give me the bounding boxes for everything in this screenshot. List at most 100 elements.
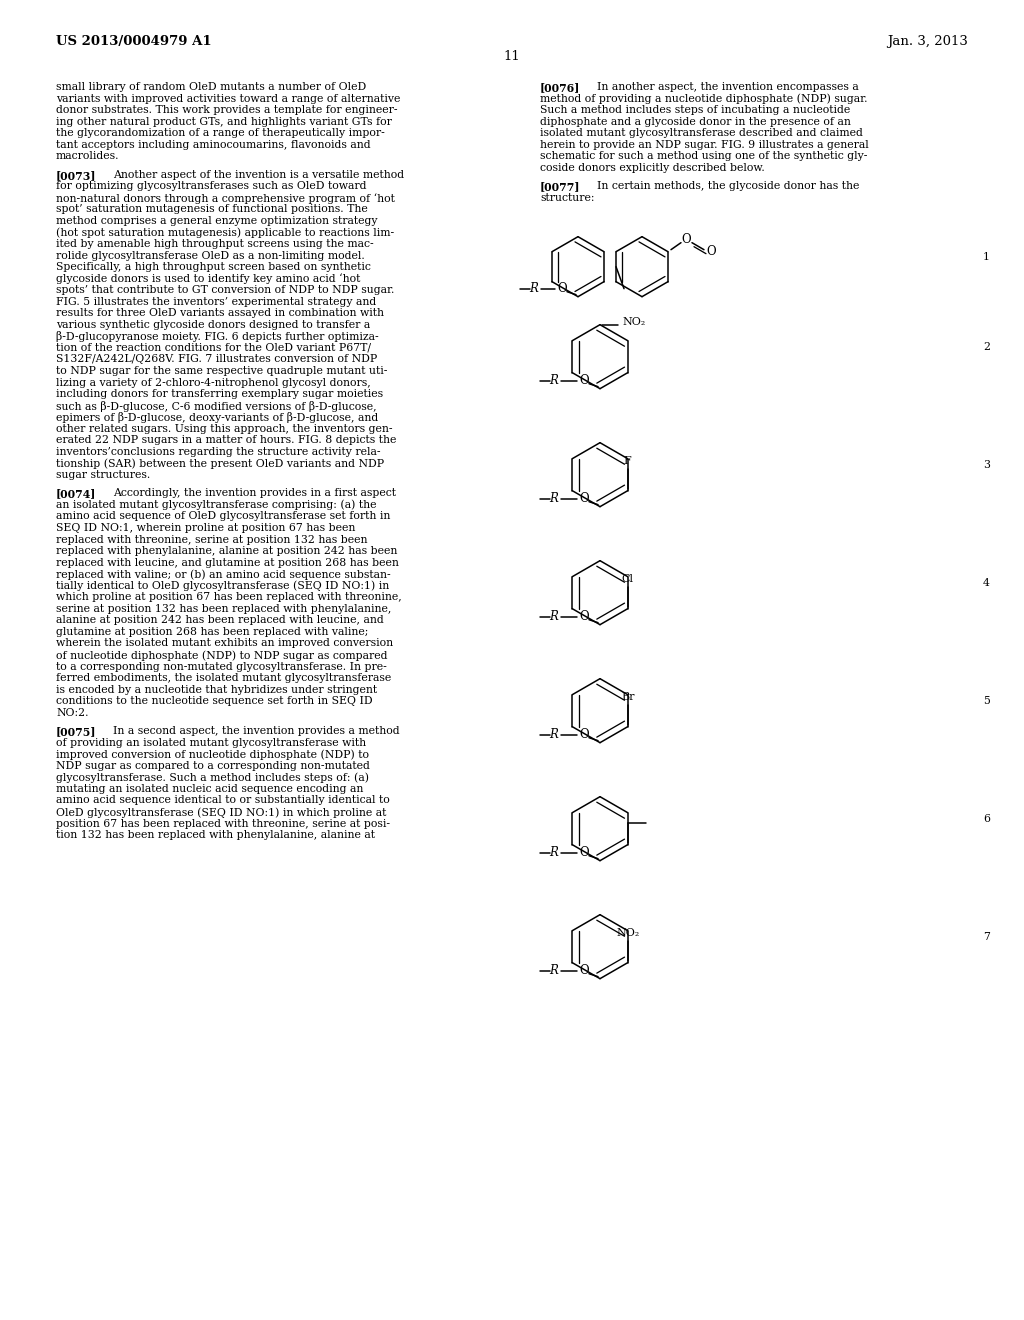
Text: Br: Br (621, 692, 635, 702)
Text: Cl: Cl (622, 574, 634, 583)
Text: is encoded by a nucleotide that hybridizes under stringent: is encoded by a nucleotide that hybridiz… (56, 685, 377, 694)
Text: (hot spot saturation mutagenesis) applicable to reactions lim-: (hot spot saturation mutagenesis) applic… (56, 227, 394, 238)
Text: replaced with valine; or (b) an amino acid sequence substan-: replaced with valine; or (b) an amino ac… (56, 569, 390, 579)
Text: diphosphate and a glycoside donor in the presence of an: diphosphate and a glycoside donor in the… (540, 116, 851, 127)
Text: O: O (580, 610, 589, 623)
Text: position 67 has been replaced with threonine, serine at posi-: position 67 has been replaced with threo… (56, 818, 390, 829)
Text: Specifically, a high throughput screen based on synthetic: Specifically, a high throughput screen b… (56, 263, 371, 272)
Text: for optimizing glycosyltransferases such as OleD toward: for optimizing glycosyltransferases such… (56, 181, 367, 191)
Text: replaced with phenylalanine, alanine at position 242 has been: replaced with phenylalanine, alanine at … (56, 546, 397, 556)
Text: tially identical to OleD glycosyltransferase (SEQ ID NO:1) in: tially identical to OleD glycosyltransfe… (56, 581, 389, 591)
Text: to NDP sugar for the same respective quadruple mutant uti-: to NDP sugar for the same respective qua… (56, 366, 387, 376)
Text: [0074]: [0074] (56, 488, 96, 499)
Text: [0075]: [0075] (56, 726, 96, 737)
Text: improved conversion of nucleotide diphosphate (NDP) to: improved conversion of nucleotide diphos… (56, 750, 369, 760)
Text: ing other natural product GTs, and highlights variant GTs for: ing other natural product GTs, and highl… (56, 116, 392, 127)
Text: O: O (557, 282, 567, 296)
Text: glycoside donors is used to identify key amino acid ‘hot: glycoside donors is used to identify key… (56, 273, 360, 284)
Text: method of providing a nucleotide diphosphate (NDP) sugar.: method of providing a nucleotide diphosp… (540, 94, 867, 104)
Text: glycosyltransferase. Such a method includes steps of: (a): glycosyltransferase. Such a method inclu… (56, 772, 369, 783)
Text: rolide glycosyltransferase OleD as a non-limiting model.: rolide glycosyltransferase OleD as a non… (56, 251, 365, 260)
Text: [0076]: [0076] (540, 82, 581, 92)
Text: tionship (SAR) between the present OleD variants and NDP: tionship (SAR) between the present OleD … (56, 458, 384, 469)
Text: 5: 5 (983, 696, 990, 706)
Text: including donors for transferring exemplary sugar moieties: including donors for transferring exempl… (56, 389, 383, 399)
Text: 6: 6 (983, 813, 990, 824)
Text: to a corresponding non-mutated glycosyltransferase. In pre-: to a corresponding non-mutated glycosylt… (56, 661, 387, 672)
Text: non-natural donors through a comprehensive program of ‘hot: non-natural donors through a comprehensi… (56, 193, 395, 203)
Text: serine at position 132 has been replaced with phenylalanine,: serine at position 132 has been replaced… (56, 603, 391, 614)
Text: the glycorandomization of a range of therapeutically impor-: the glycorandomization of a range of the… (56, 128, 385, 139)
Text: lizing a variety of 2-chloro-4-nitrophenol glycosyl donors,: lizing a variety of 2-chloro-4-nitrophen… (56, 378, 371, 388)
Text: 3: 3 (983, 459, 990, 470)
Text: tant acceptors including aminocoumarins, flavonoids and: tant acceptors including aminocoumarins,… (56, 140, 371, 149)
Text: inventors’conclusions regarding the structure activity rela-: inventors’conclusions regarding the stru… (56, 446, 381, 457)
Text: O: O (580, 729, 589, 742)
Text: various synthetic glycoside donors designed to transfer a: various synthetic glycoside donors desig… (56, 319, 371, 330)
Text: herein to provide an NDP sugar. FIG. 9 illustrates a general: herein to provide an NDP sugar. FIG. 9 i… (540, 140, 868, 149)
Text: ferred embodiments, the isolated mutant glycosyltransferase: ferred embodiments, the isolated mutant … (56, 673, 391, 682)
Text: R: R (550, 846, 558, 859)
Text: NO:2.: NO:2. (56, 708, 88, 718)
Text: 4: 4 (983, 578, 990, 587)
Text: results for three OleD variants assayed in combination with: results for three OleD variants assayed … (56, 309, 384, 318)
Text: 2: 2 (983, 342, 990, 351)
Text: variants with improved activities toward a range of alternative: variants with improved activities toward… (56, 94, 400, 103)
Text: R: R (550, 374, 558, 387)
Text: replaced with leucine, and glutamine at position 268 has been: replaced with leucine, and glutamine at … (56, 557, 399, 568)
Text: alanine at position 242 has been replaced with leucine, and: alanine at position 242 has been replace… (56, 615, 384, 626)
Text: macrolides.: macrolides. (56, 152, 120, 161)
Text: R: R (550, 492, 558, 506)
Text: of providing an isolated mutant glycosyltransferase with: of providing an isolated mutant glycosyl… (56, 738, 367, 747)
Text: 1: 1 (983, 252, 990, 261)
Text: spot’ saturation mutagenesis of functional positions. The: spot’ saturation mutagenesis of function… (56, 205, 368, 214)
Text: amino acid sequence of OleD glycosyltransferase set forth in: amino acid sequence of OleD glycosyltran… (56, 511, 390, 521)
Text: tion of the reaction conditions for the OleD variant P67T/: tion of the reaction conditions for the … (56, 343, 371, 352)
Text: of nucleotide diphosphate (NDP) to NDP sugar as compared: of nucleotide diphosphate (NDP) to NDP s… (56, 649, 387, 660)
Text: erated 22 NDP sugars in a matter of hours. FIG. 8 depicts the: erated 22 NDP sugars in a matter of hour… (56, 436, 396, 445)
Text: O: O (707, 246, 716, 259)
Text: glutamine at position 268 has been replaced with valine;: glutamine at position 268 has been repla… (56, 627, 369, 636)
Text: R: R (550, 610, 558, 623)
Text: replaced with threonine, serine at position 132 has been: replaced with threonine, serine at posit… (56, 535, 368, 545)
Text: O: O (580, 846, 589, 859)
Text: SEQ ID NO:1, wherein proline at position 67 has been: SEQ ID NO:1, wherein proline at position… (56, 523, 355, 533)
Text: Such a method includes steps of incubating a nucleotide: Such a method includes steps of incubati… (540, 106, 850, 115)
Text: In certain methods, the glycoside donor has the: In certain methods, the glycoside donor … (597, 181, 859, 191)
Text: other related sugars. Using this approach, the inventors gen-: other related sugars. Using this approac… (56, 424, 392, 434)
Text: method comprises a general enzyme optimization strategy: method comprises a general enzyme optimi… (56, 216, 378, 226)
Text: structure:: structure: (540, 193, 595, 203)
Text: NO₂: NO₂ (622, 317, 645, 326)
Text: Another aspect of the invention is a versatile method: Another aspect of the invention is a ver… (113, 170, 404, 180)
Text: 11: 11 (504, 50, 520, 63)
Text: [0077]: [0077] (540, 181, 581, 193)
Text: NDP sugar as compared to a corresponding non-mutated: NDP sugar as compared to a corresponding… (56, 760, 370, 771)
Text: donor substrates. This work provides a template for engineer-: donor substrates. This work provides a t… (56, 106, 397, 115)
Text: such as β-D-glucose, C-6 modified versions of β-D-glucose,: such as β-D-glucose, C-6 modified versio… (56, 400, 377, 412)
Text: mutating an isolated nucleic acid sequence encoding an: mutating an isolated nucleic acid sequen… (56, 784, 364, 793)
Text: Accordingly, the invention provides in a first aspect: Accordingly, the invention provides in a… (113, 488, 396, 499)
Text: wherein the isolated mutant exhibits an improved conversion: wherein the isolated mutant exhibits an … (56, 639, 393, 648)
Text: 7: 7 (983, 932, 990, 941)
Text: US 2013/0004979 A1: US 2013/0004979 A1 (56, 36, 212, 48)
Text: which proline at position 67 has been replaced with threonine,: which proline at position 67 has been re… (56, 593, 401, 602)
Text: R: R (550, 729, 558, 742)
Text: sugar structures.: sugar structures. (56, 470, 151, 480)
Text: In a second aspect, the invention provides a method: In a second aspect, the invention provid… (113, 726, 399, 737)
Text: R: R (550, 964, 558, 977)
Text: ited by amenable high throughput screens using the mac-: ited by amenable high throughput screens… (56, 239, 374, 249)
Text: amino acid sequence identical to or substantially identical to: amino acid sequence identical to or subs… (56, 796, 390, 805)
Text: O: O (580, 374, 589, 387)
Text: NO₂: NO₂ (616, 928, 639, 937)
Text: O: O (580, 964, 589, 977)
Text: R: R (529, 282, 539, 296)
Text: O: O (580, 492, 589, 506)
Text: F: F (624, 455, 632, 466)
Text: isolated mutant glycosyltransferase described and claimed: isolated mutant glycosyltransferase desc… (540, 128, 863, 139)
Text: schematic for such a method using one of the synthetic gly-: schematic for such a method using one of… (540, 152, 867, 161)
Text: conditions to the nucleotide sequence set forth in SEQ ID: conditions to the nucleotide sequence se… (56, 696, 373, 706)
Text: tion 132 has been replaced with phenylalanine, alanine at: tion 132 has been replaced with phenylal… (56, 830, 375, 840)
Text: epimers of β-D-glucose, deoxy-variants of β-D-glucose, and: epimers of β-D-glucose, deoxy-variants o… (56, 412, 378, 424)
Text: an isolated mutant glycosyltransferase comprising: (a) the: an isolated mutant glycosyltransferase c… (56, 500, 377, 511)
Text: β-D-glucopyranose moiety. FIG. 6 depicts further optimiza-: β-D-glucopyranose moiety. FIG. 6 depicts… (56, 331, 379, 342)
